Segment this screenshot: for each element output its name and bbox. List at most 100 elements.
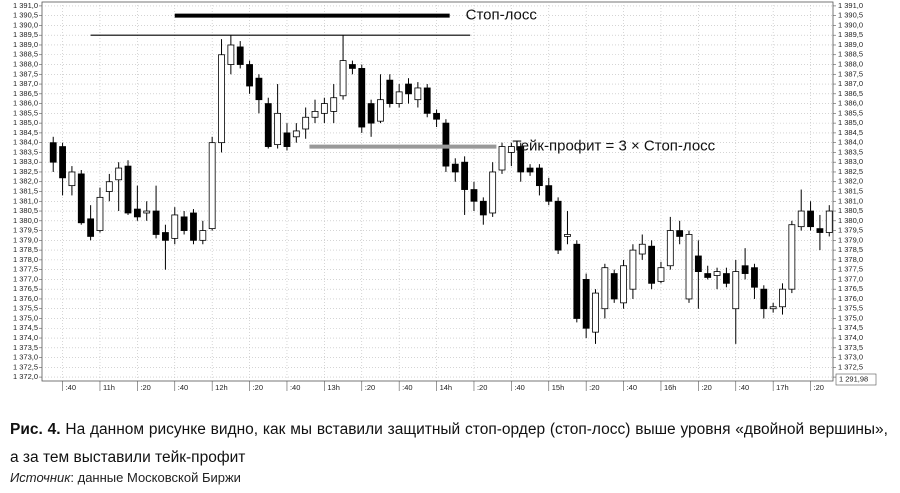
level-label: Стоп-лосс <box>466 7 538 24</box>
candle-body <box>517 146 525 173</box>
y-tick-label: 1 373,5 <box>13 343 38 352</box>
x-tick-label: :40 <box>402 383 412 392</box>
y2-tick-label: 1 381,0 <box>838 196 863 205</box>
candle-body <box>573 243 581 319</box>
candle-body <box>292 130 300 138</box>
candle-body <box>433 112 440 120</box>
candle-body <box>218 54 225 144</box>
candle-body <box>96 196 104 231</box>
candle-body <box>769 306 777 310</box>
y2-tick-label: 1 375,5 <box>838 304 863 313</box>
candle-body <box>311 111 319 118</box>
candle-body <box>143 210 151 214</box>
y2-tick-label: 1 379,0 <box>838 235 863 244</box>
y-tick-label: 1 380,5 <box>13 206 38 215</box>
candle-body <box>526 167 534 173</box>
candle-body <box>386 79 394 104</box>
source: Источник: данные Московской Биржи <box>10 470 241 485</box>
x-tick-label: 12h <box>215 383 228 392</box>
y2-tick-label: 1 384,5 <box>838 128 863 137</box>
x-tick-label: 14h <box>440 383 453 392</box>
y-tick-label: 1 389,5 <box>13 30 38 39</box>
y2-tick-label: 1 373,5 <box>838 343 863 352</box>
y2-tick-label: 1 378,0 <box>838 255 863 264</box>
candle-body <box>349 64 356 69</box>
caption: Рис. 4. На данном рисунке видно, как мы … <box>10 416 888 472</box>
x-tick-label: :20 <box>477 383 487 392</box>
y2-tick-label: 1 381,5 <box>838 186 863 195</box>
source-text: : данные Московской Биржи <box>70 470 241 485</box>
candle-body <box>751 267 758 288</box>
candle-body <box>741 265 749 274</box>
candle-body <box>330 97 338 112</box>
candle-body <box>592 292 599 333</box>
y2-tick-label: 1 374,0 <box>838 333 863 342</box>
candle-body <box>610 273 618 300</box>
candle-body <box>620 265 627 304</box>
y-tick-label: 1 376,0 <box>13 294 38 303</box>
x-tick-label: 15h <box>552 383 565 392</box>
candle-body <box>489 171 497 214</box>
candle-body <box>666 230 674 267</box>
candle-body <box>723 273 730 284</box>
y2-tick-label: 1 390,0 <box>838 20 863 29</box>
price-box <box>835 373 877 386</box>
candle-body <box>507 146 515 153</box>
y-tick-label: 1 378,0 <box>13 255 38 264</box>
candle-body <box>68 171 76 187</box>
y2-tick-label: 1 376,0 <box>838 294 863 303</box>
candle-body <box>498 146 506 171</box>
y2-tick-label: 1 386,5 <box>838 89 863 98</box>
candle-body <box>59 146 66 179</box>
y-tick-label: 1 383,0 <box>13 157 38 166</box>
y-tick-label: 1 376,5 <box>13 284 38 293</box>
candle-body <box>479 200 487 216</box>
y2-tick-label: 1 374,5 <box>838 323 863 332</box>
y-tick-label: 1 380,0 <box>13 216 38 225</box>
y-tick-label: 1 381,0 <box>13 196 38 205</box>
candle-body <box>760 288 768 310</box>
y-tick-label: 1 388,0 <box>13 59 38 68</box>
x-tick-label: :20 <box>253 383 263 392</box>
y-tick-label: 1 372,5 <box>13 362 38 371</box>
y-tick-label: 1 377,0 <box>13 274 38 283</box>
candle-body <box>676 230 684 237</box>
x-tick-label: 16h <box>664 383 677 392</box>
x-tick-label: :20 <box>589 383 599 392</box>
candle-body <box>190 212 197 241</box>
candle-body <box>87 218 95 237</box>
candle-body <box>227 44 235 65</box>
y2-tick-label: 1 383,0 <box>838 157 863 166</box>
y-tick-label: 1 377,5 <box>13 265 38 274</box>
candle-body <box>180 216 188 231</box>
y-tick-label: 1 389,0 <box>13 40 38 49</box>
candle-body <box>274 112 282 146</box>
candle-body <box>77 173 85 224</box>
candle-body <box>124 165 132 214</box>
candle-body <box>171 214 179 239</box>
candle-body <box>629 249 637 290</box>
candle-body <box>162 232 169 241</box>
candle-body <box>779 288 786 308</box>
candle-body <box>414 87 422 101</box>
candle-body <box>302 116 310 130</box>
candle-body <box>788 224 796 290</box>
y2-tick-label: 1 389,5 <box>838 30 863 39</box>
candle-body <box>694 255 702 272</box>
y-tick-label: 1 385,5 <box>13 108 38 117</box>
y-tick-label: 1 381,5 <box>13 186 38 195</box>
y2-tick-label: 1 385,0 <box>838 118 863 127</box>
candle-body <box>377 99 384 122</box>
price-box-label: 1 291,98 <box>839 374 868 383</box>
y-tick-label: 1 391,0 <box>13 1 38 10</box>
candle-body <box>339 60 347 97</box>
y2-tick-label: 1 383,5 <box>838 147 863 156</box>
candle-body <box>152 210 160 235</box>
x-tick-label: :20 <box>814 383 824 392</box>
candle-body <box>105 181 113 192</box>
y2-tick-label: 1 373,0 <box>838 353 863 362</box>
y2-tick-label: 1 386,0 <box>838 99 863 108</box>
y-tick-label: 1 372,0 <box>13 372 38 381</box>
y2-tick-label: 1 379,5 <box>838 226 863 235</box>
